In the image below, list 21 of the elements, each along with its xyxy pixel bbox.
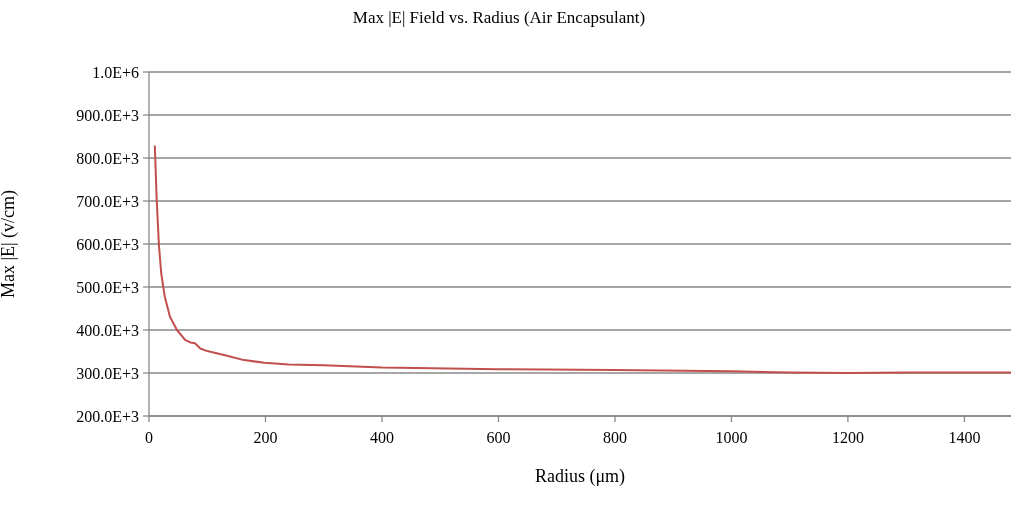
x-tick-label: 800 — [602, 429, 627, 447]
x-tick-label: 200 — [253, 429, 278, 447]
x-tick-label: 400 — [369, 429, 394, 447]
y-tick-label: 700.0E+3 — [76, 192, 139, 210]
x-tick-label: 1400 — [948, 429, 981, 447]
y-tick-label: 900.0E+3 — [76, 106, 139, 124]
x-tick-label: 1200 — [831, 429, 864, 447]
line-series — [153, 144, 1011, 374]
y-tick-label: 500.0E+3 — [76, 278, 139, 296]
y-tick-label: 600.0E+3 — [76, 235, 139, 253]
x-tick-label: 1000 — [715, 429, 748, 447]
y-tick-label: 200.0E+3 — [76, 407, 139, 425]
y-tick-label: 300.0E+3 — [76, 364, 139, 382]
y-tick-label: 400.0E+3 — [76, 321, 139, 339]
chart-title: Max |E| Field vs. Radius (Air Encapsulant) — [351, 8, 647, 28]
x-tick-label: 600 — [486, 429, 511, 447]
y-tick-label: 800.0E+3 — [76, 149, 139, 167]
y-tick-label: 1.0E+6 — [92, 63, 139, 81]
y-axis-title: Max |E| (v/cm) — [0, 189, 20, 299]
x-tick-label: 0 — [145, 429, 153, 447]
x-axis-title: Radius (μm) — [534, 466, 626, 487]
